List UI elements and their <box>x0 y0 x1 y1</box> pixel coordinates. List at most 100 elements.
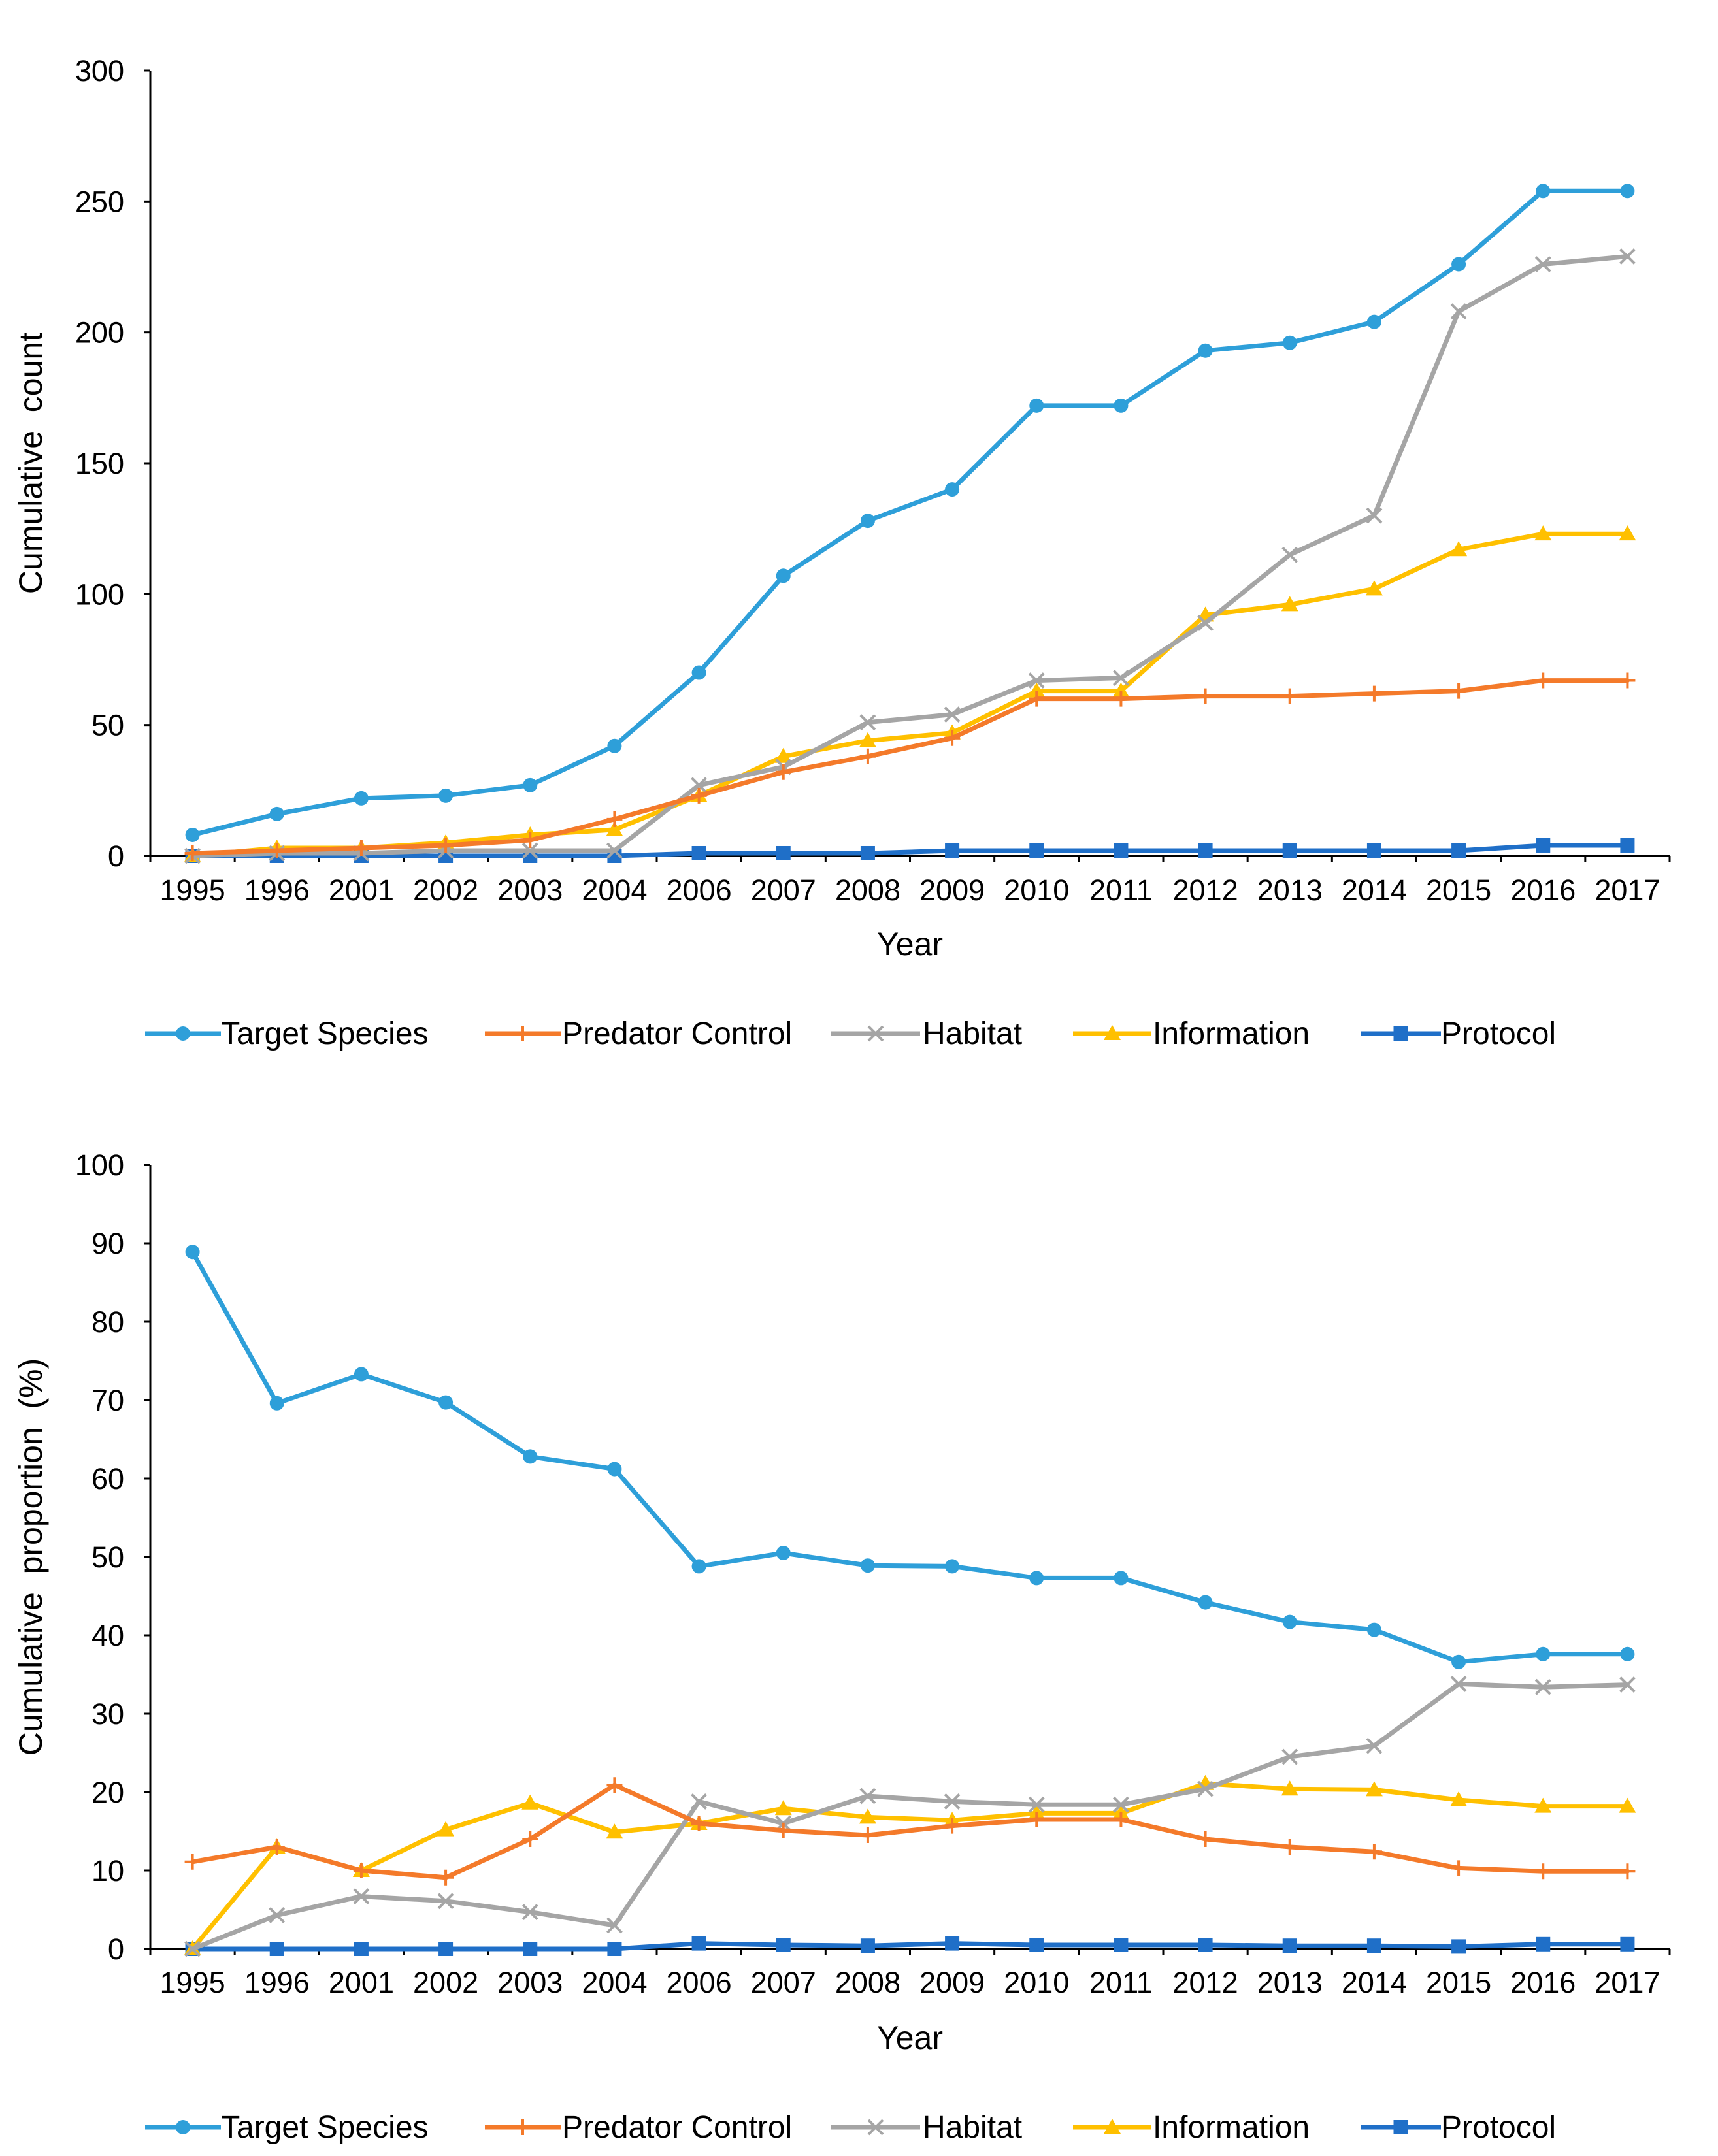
legend-marker <box>867 1025 884 1042</box>
data-point-target-species <box>1620 184 1635 199</box>
legend-marker <box>1104 1025 1121 1040</box>
legend-marker <box>176 1026 190 1041</box>
legend-item-information: Information <box>1073 1017 1310 1051</box>
data-point-target-species <box>185 827 200 842</box>
data-point-protocol <box>438 1942 454 1956</box>
x-tick-label: 1995 <box>160 874 225 907</box>
data-point-habitat <box>859 1788 876 1805</box>
data-point-target-species <box>1451 257 1466 272</box>
series-target-species <box>185 1245 1635 1669</box>
data-point-habitat <box>859 714 876 731</box>
data-point-habitat <box>1450 1675 1467 1692</box>
data-point-protocol <box>1114 1938 1129 1952</box>
data-point-protocol <box>1198 843 1213 858</box>
data-point-protocol <box>776 1938 791 1952</box>
data-point-target-species <box>1198 343 1213 358</box>
data-point-predator-control <box>522 832 538 848</box>
legend-item-target-species: Target Species <box>145 1017 429 1051</box>
data-point-predator-control <box>1366 685 1382 702</box>
data-point-target-species <box>269 1396 284 1411</box>
x-tick-label: 2017 <box>1594 1966 1660 1999</box>
data-point-target-species <box>691 1559 706 1574</box>
legend-item-protocol: Protocol <box>1361 2110 1556 2145</box>
data-point-predator-control <box>691 787 707 804</box>
data-point-protocol <box>354 1942 369 1956</box>
series-line-predator-control <box>190 678 1630 856</box>
x-tick-label: 2002 <box>413 874 478 907</box>
series-line-target-species <box>190 1249 1630 1665</box>
legend-label: Protocol <box>1441 1017 1556 1051</box>
y-tick-label: 100 <box>75 578 124 611</box>
data-point-protocol <box>945 1936 960 1951</box>
legend-item-protocol: Protocol <box>1361 1017 1556 1051</box>
data-point-information <box>606 821 623 836</box>
x-tick-label: 2004 <box>582 1966 647 1999</box>
data-point-habitat <box>606 842 623 859</box>
data-point-information <box>1534 1797 1552 1813</box>
y-tick-label: 150 <box>75 447 124 480</box>
data-point-habitat <box>1113 670 1129 686</box>
legend-label: Target Species <box>221 1017 429 1051</box>
data-point-protocol <box>1282 843 1297 858</box>
data-point-protocol <box>269 1942 284 1956</box>
y-tick-label: 50 <box>91 1541 124 1574</box>
x-tick-label: 2008 <box>835 874 900 907</box>
x-tick-label: 2003 <box>497 874 563 907</box>
data-point-predator-control <box>184 1854 201 1870</box>
x-tick-label: 1995 <box>160 1966 225 1999</box>
data-point-information <box>1450 1791 1468 1806</box>
data-point-information <box>1112 682 1130 698</box>
y-tick-label: 80 <box>91 1305 124 1339</box>
data-point-predator-control <box>1197 688 1214 704</box>
legend-label: Information <box>1153 2110 1310 2145</box>
data-point-protocol <box>1620 838 1635 853</box>
series-line-target-species <box>190 188 1630 838</box>
data-point-habitat <box>437 1893 454 1910</box>
data-point-information <box>1281 596 1298 612</box>
data-point-target-species <box>860 1558 875 1573</box>
data-point-habitat <box>269 1906 286 1923</box>
x-tick-label: 2016 <box>1510 1966 1576 1999</box>
y-tick-label: 20 <box>91 1776 124 1809</box>
data-point-predator-control <box>1451 1860 1467 1876</box>
legend-label: Predator Control <box>562 1017 792 1051</box>
x-tick-label: 2012 <box>1173 1966 1238 1999</box>
series-predator-control <box>184 672 1636 861</box>
x-tick-label: 2007 <box>751 1966 816 1999</box>
data-point-habitat <box>1281 546 1298 563</box>
data-point-information <box>774 747 792 763</box>
data-point-target-species <box>691 665 706 680</box>
x-tick-label: 2014 <box>1342 874 1407 907</box>
data-point-protocol <box>1536 1936 1551 1952</box>
data-point-protocol <box>607 1942 622 1956</box>
data-point-predator-control <box>1113 691 1129 707</box>
data-point-target-species <box>269 806 284 821</box>
data-point-habitat <box>1197 614 1214 631</box>
x-tick-label: 2010 <box>1004 874 1069 907</box>
data-point-protocol <box>945 843 960 858</box>
data-point-predator-control <box>1029 691 1045 707</box>
legend-marker <box>867 2119 884 2136</box>
data-point-predator-control <box>606 1777 623 1793</box>
data-point-protocol <box>1366 1938 1381 1953</box>
data-point-habitat <box>1534 256 1551 272</box>
data-point-target-species <box>185 1245 200 1260</box>
y-axis-title: Cumulative count <box>12 333 49 594</box>
data-point-target-species <box>438 1395 454 1410</box>
x-tick-label: 2004 <box>582 874 647 907</box>
data-point-predator-control <box>353 840 369 856</box>
data-point-target-species <box>1282 335 1297 350</box>
legend: Target Species Predator Control Habitat Inf… <box>145 1017 1556 1051</box>
x-tick-label: 2011 <box>1089 1966 1153 1999</box>
data-point-habitat <box>1366 507 1383 524</box>
data-point-protocol <box>691 845 706 860</box>
legend-marker <box>515 2119 531 2135</box>
series-habitat <box>184 1675 1636 1957</box>
x-tick-label: 2013 <box>1257 1966 1323 1999</box>
data-point-information <box>1534 525 1552 541</box>
data-point-target-species <box>776 1546 791 1560</box>
x-tick-label: 2015 <box>1426 874 1491 907</box>
y-tick-label: 60 <box>91 1462 124 1495</box>
x-axis-title: Year <box>877 2019 943 2056</box>
y-tick-label: 250 <box>75 185 124 218</box>
